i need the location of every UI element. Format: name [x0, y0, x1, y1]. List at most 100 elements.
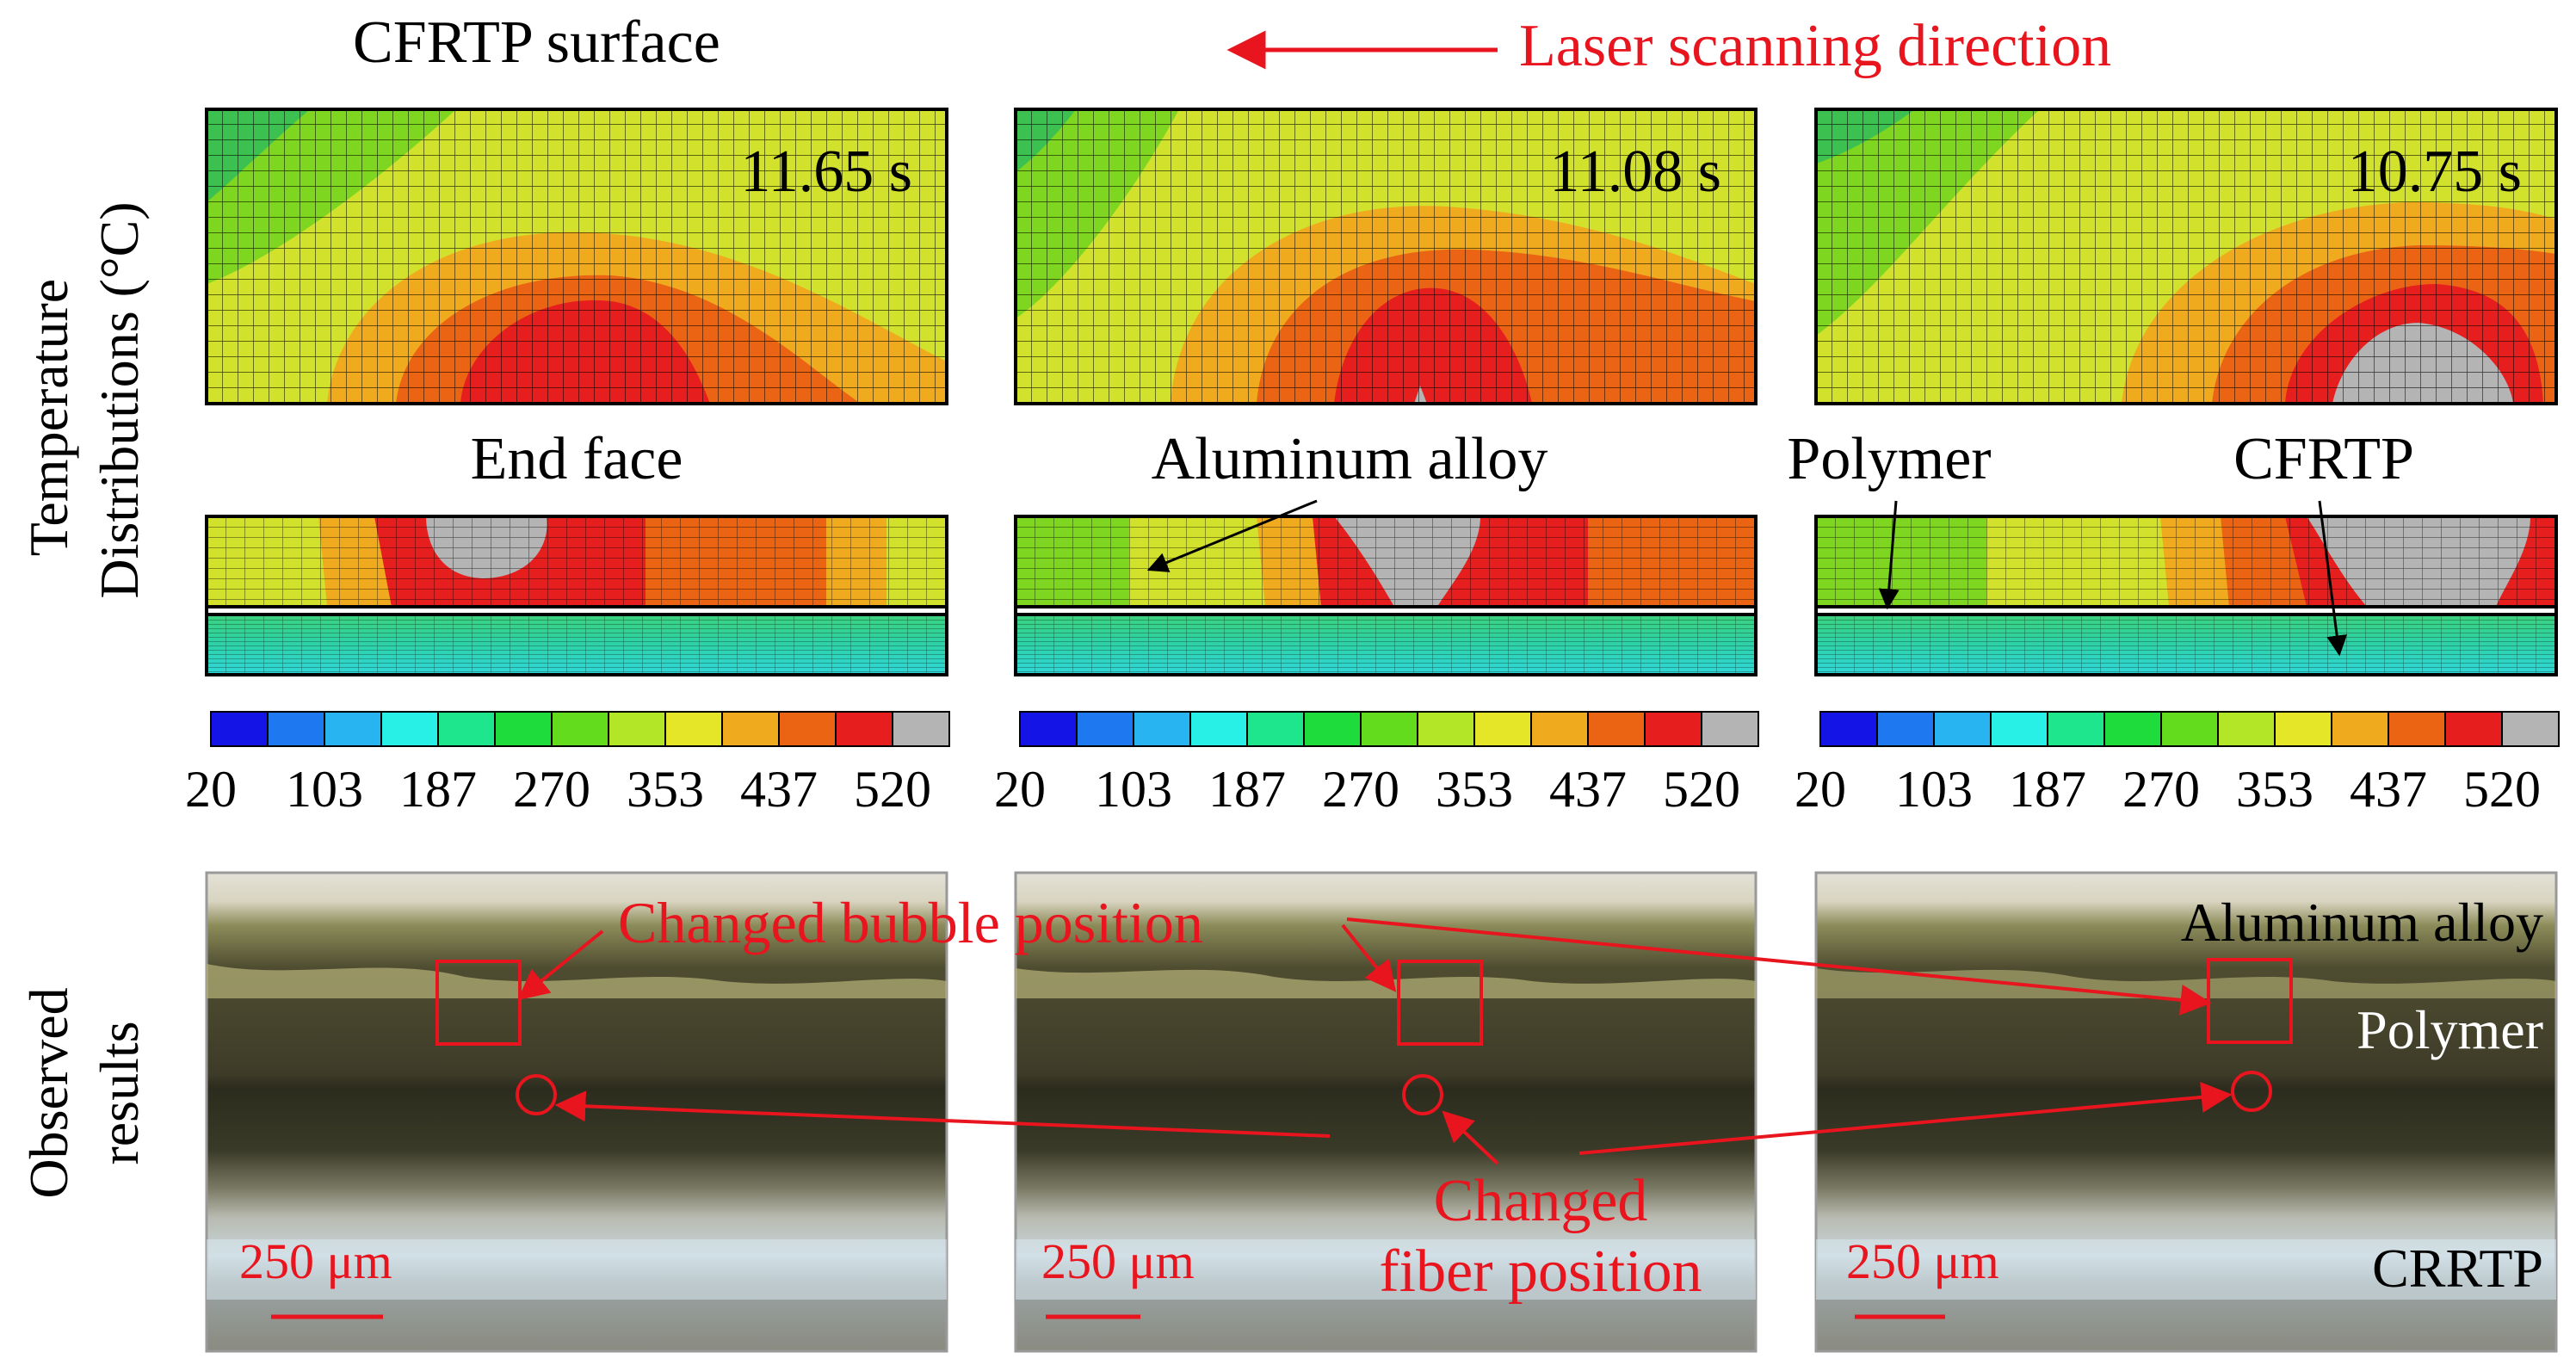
fiber-arrow-3	[1578, 1081, 2233, 1155]
colorbar-cell	[380, 711, 439, 747]
title-cfrtp-surface: CFRTP surface	[353, 9, 720, 76]
colorbar-cell	[2444, 711, 2503, 747]
colorbar-cell	[2501, 711, 2560, 747]
colorbar-cell	[1189, 711, 1248, 747]
colorbar-tick: 20	[1795, 761, 1846, 818]
bubble-arrow-3	[1346, 917, 2212, 1016]
time-label: 11.08 s	[1549, 139, 1721, 205]
colorbar-tick: 437	[1549, 761, 1627, 818]
colorbar-2: 20 103 187 270 353 437 520	[994, 711, 1759, 818]
colorbar-tick: 437	[2350, 761, 2427, 818]
aluminum-alloy-label: Aluminum alloy	[1152, 426, 1548, 492]
colorbar-3: 20 103 187 270 353 437 520	[1795, 711, 2560, 818]
colorbar-cell	[664, 711, 723, 747]
colorbar-tick: 270	[513, 761, 590, 818]
surface-contour-1: 11.65 s	[205, 108, 948, 405]
colorbar-cell	[324, 711, 382, 747]
temperature-label-line2: Distributions (°C)	[89, 201, 150, 598]
colorbar-cell	[1530, 711, 1589, 747]
bubble-arrow-2	[1341, 923, 1397, 992]
colorbar-cell	[437, 711, 496, 747]
colorbar-cells	[1819, 711, 2560, 747]
colorbar-cell	[1133, 711, 1191, 747]
colorbar-tick: 520	[1663, 761, 1740, 818]
fiber-arrow-2	[1442, 1110, 1499, 1165]
colorbar-cell	[1246, 711, 1305, 747]
colorbar-cell	[2331, 711, 2389, 747]
colorbar-cell	[1473, 711, 1532, 747]
colorbar-cell	[835, 711, 893, 747]
colorbar-tick: 187	[1208, 761, 1286, 818]
colorbar-cell	[2388, 711, 2446, 747]
bubble-arrow-1	[517, 930, 604, 1001]
bubble-annotation: Changed bubble position	[618, 890, 1203, 955]
colorbar-cell	[1701, 711, 1759, 747]
colorbar-cell	[1303, 711, 1362, 747]
colorbar-tick: 20	[994, 761, 1046, 818]
fiber-circle	[1402, 1074, 1443, 1115]
photo-label-crrtp: CRRTP	[2372, 1238, 2543, 1299]
micrograph-3: Aluminum alloy Polymer CRRTP 250 μm	[1814, 871, 2558, 1353]
colorbar-tick: 103	[1095, 761, 1172, 818]
colorbar-cell	[1019, 711, 1078, 747]
observed-label-line2: results	[89, 1021, 150, 1164]
colorbar-tick: 353	[1436, 761, 1513, 818]
colorbar-cell	[2217, 711, 2276, 747]
photo-label-polymer: Polymer	[2357, 999, 2543, 1060]
panel-1: 11.65 s End face 20 103 187 270 353 4	[185, 108, 950, 1353]
colorbar-cell	[210, 711, 269, 747]
bubble-box	[1397, 960, 1483, 1046]
colorbar-cell	[2274, 711, 2332, 747]
panel-3: 10.75 s 20 103 187 270 353 437	[1795, 108, 2560, 1353]
time-label: 11.65 s	[740, 139, 912, 205]
colorbar-cells	[210, 711, 950, 747]
colorbar-tick: 520	[854, 761, 931, 818]
colorbar-tick: 270	[1322, 761, 1399, 818]
colorbar-ticks: 20 103 187 270 353 437 520	[994, 761, 1740, 818]
colorbar-cell	[267, 711, 325, 747]
colorbar-1: 20 103 187 270 353 437 520	[185, 711, 950, 818]
colorbar-cell	[778, 711, 837, 747]
scale-bar-label: 250 μm	[1041, 1233, 1195, 1289]
cfrtp-arrow	[2318, 500, 2348, 657]
scale-bar-label: 250 μm	[1846, 1233, 1999, 1289]
colorbar-cell	[551, 711, 609, 747]
surface-contour-2: 11.08 s	[1014, 108, 1757, 405]
colorbar-tick: 187	[399, 761, 477, 818]
colorbar-cell	[1076, 711, 1134, 747]
colorbar-cell	[1876, 711, 1935, 747]
aluminum-alloy-arrow	[1146, 499, 1318, 572]
colorbar-cell	[2160, 711, 2219, 747]
colorbar-tick: 270	[2122, 761, 2200, 818]
colorbar-cell	[1644, 711, 1702, 747]
colorbar-cell	[1819, 711, 1878, 747]
micrograph-2: 250 μm	[1014, 871, 1757, 1353]
polymer-arrow	[1878, 500, 1900, 610]
end-face-contour-1	[205, 515, 948, 676]
scan-direction-label: Laser scanning direction	[1519, 13, 2111, 79]
colorbar-tick: 353	[627, 761, 704, 818]
colorbar-tick: 353	[2236, 761, 2313, 818]
colorbar-cell	[494, 711, 553, 747]
colorbar-cell	[2103, 711, 2162, 747]
time-label: 10.75 s	[2348, 139, 2522, 205]
temperature-label-line1: Temperature	[18, 279, 79, 556]
colorbar-cell	[2047, 711, 2105, 747]
colorbar-tick: 103	[286, 761, 363, 818]
colorbar-cell	[1933, 711, 1992, 747]
colorbar-cell	[1990, 711, 2048, 747]
colorbar-cells	[1019, 711, 1759, 747]
polymer-label: Polymer	[1787, 426, 1991, 492]
colorbar-tick: 103	[1895, 761, 1973, 818]
colorbar-cell	[608, 711, 666, 747]
colorbar-cell	[1587, 711, 1646, 747]
colorbar-tick: 187	[2009, 761, 2086, 818]
bubble-box	[436, 960, 522, 1046]
fiber-arrow-1	[554, 1090, 1331, 1138]
colorbar-tick: 437	[740, 761, 818, 818]
fiber-annotation-line2: fiber position	[1379, 1238, 1702, 1305]
scale-bar-label: 250 μm	[239, 1233, 392, 1289]
fiber-annotation-line1: Changed	[1434, 1168, 1648, 1234]
end-face-contour-3	[1814, 515, 2558, 676]
